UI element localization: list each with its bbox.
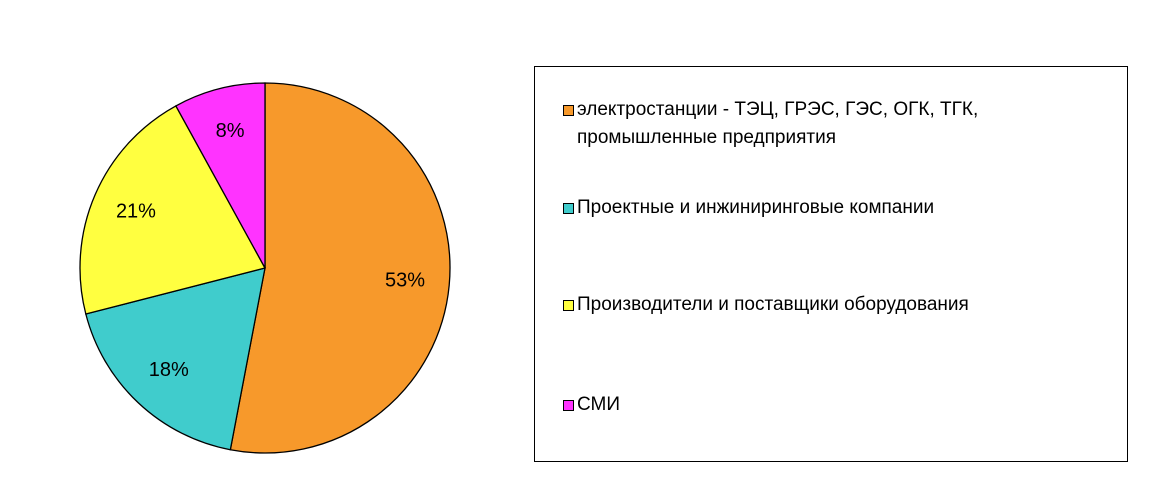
legend: электростанции - ТЭЦ, ГРЭС, ГЭС, ОГК, ТГ… xyxy=(534,66,1128,462)
pie-slice xyxy=(174,82,266,269)
legend-label: СМИ xyxy=(577,394,620,415)
legend-label: электростанции - ТЭЦ, ГРЭС, ГЭС, ОГК, ТГ… xyxy=(577,99,979,148)
pie-slice xyxy=(229,82,451,454)
legend-label: Производители и поставщики оборудования xyxy=(577,294,969,315)
legend-entry: Производители и поставщики оборудования xyxy=(563,291,1122,319)
legend-entry: СМИ xyxy=(563,391,1122,419)
pie-slice xyxy=(85,267,266,451)
legend-swatch xyxy=(563,203,574,214)
legend-swatch xyxy=(563,105,574,116)
legend-entry: Проектные и инжиниринговые компании xyxy=(563,194,1122,222)
legend-swatch xyxy=(563,400,574,411)
pie-slice xyxy=(79,104,266,315)
data-label: 53% xyxy=(385,270,425,292)
legend-entry: электростанции - ТЭЦ, ГРЭС, ГЭС, ОГК, ТГ… xyxy=(563,96,1122,152)
data-label: 8% xyxy=(216,120,245,142)
legend-label: Проектные и инжиниринговые компании xyxy=(577,197,935,218)
chart: 53% 18% 21% 8% xyxy=(79,82,451,454)
data-label: 18% xyxy=(149,359,189,381)
legend-swatch xyxy=(563,300,574,311)
data-label: 21% xyxy=(116,200,156,222)
